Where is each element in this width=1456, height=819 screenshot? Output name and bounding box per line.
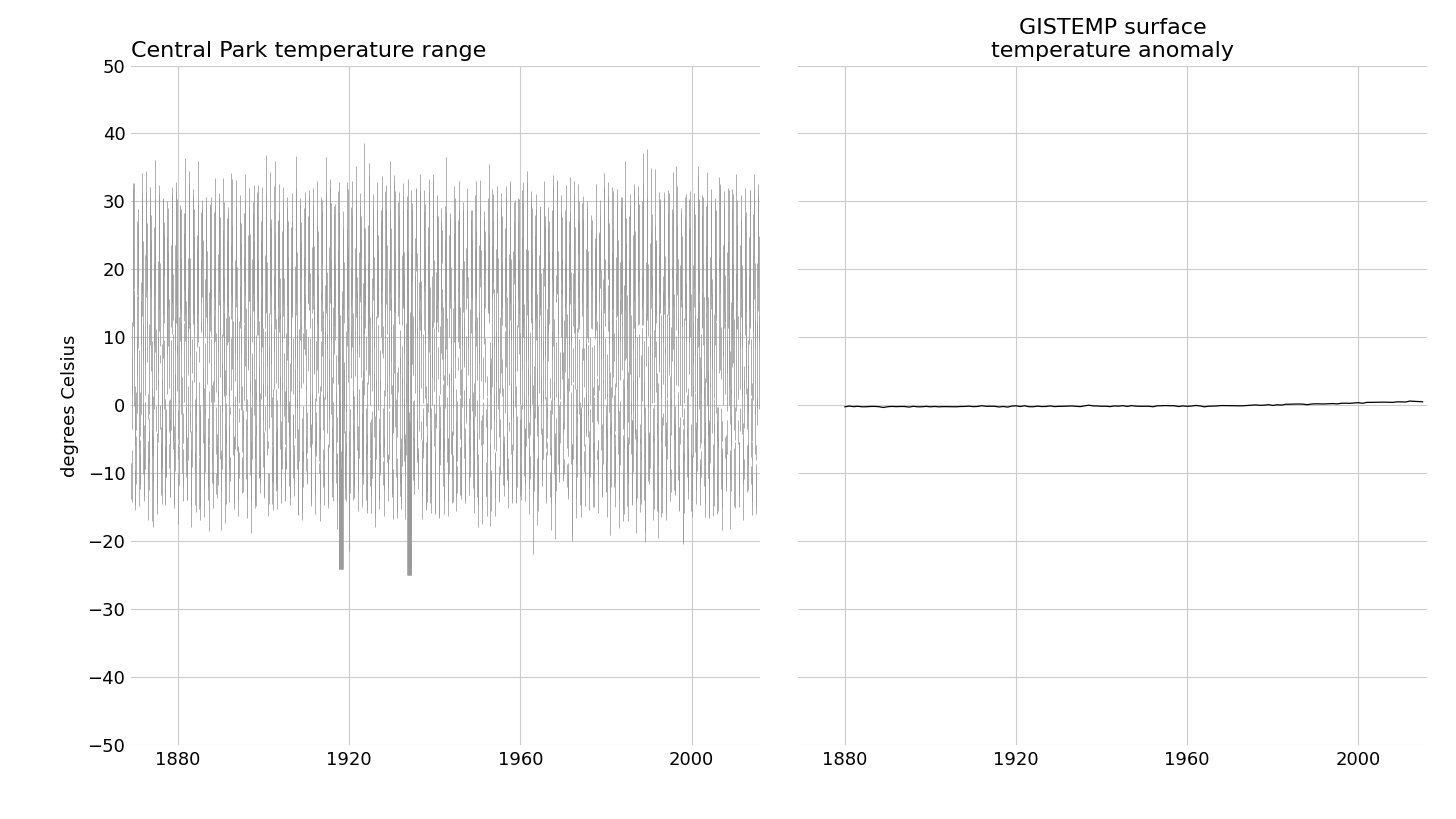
Title: GISTEMP surface
temperature anomaly: GISTEMP surface temperature anomaly [992, 18, 1233, 61]
Y-axis label: degrees Celsius: degrees Celsius [61, 334, 79, 477]
Text: Central Park temperature range: Central Park temperature range [131, 41, 486, 61]
